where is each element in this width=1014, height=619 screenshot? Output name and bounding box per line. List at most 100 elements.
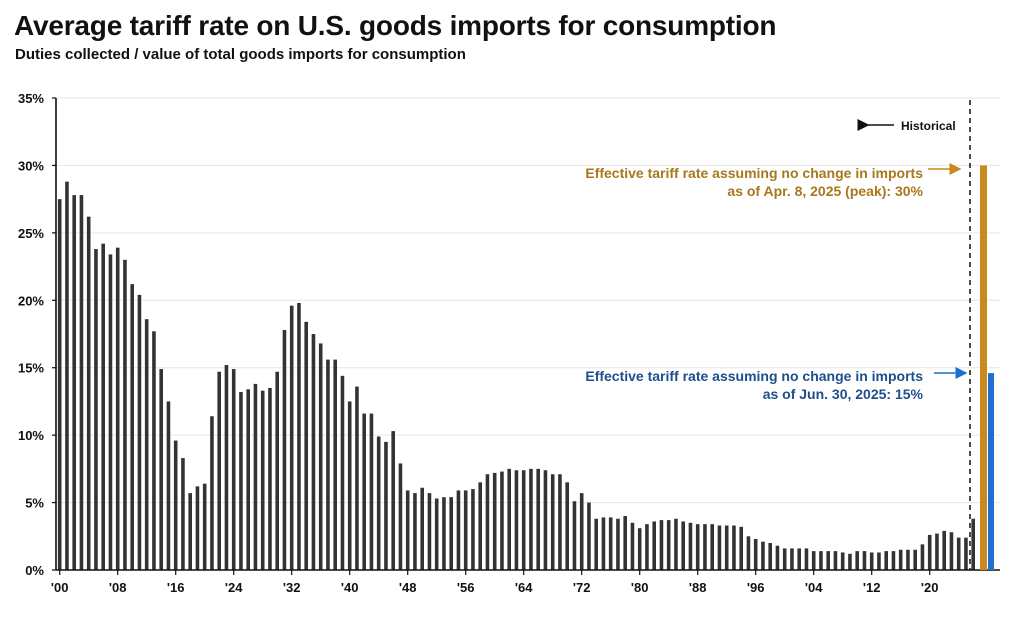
bar-1958 (478, 482, 482, 570)
bar-1973 (587, 502, 591, 570)
bar-1985 (674, 518, 678, 570)
bar-1901 (65, 181, 69, 571)
bar-2006 (826, 551, 830, 570)
x-tick-label: '96 (747, 580, 765, 595)
bar-1924 (231, 369, 236, 570)
bar-1968 (550, 474, 555, 570)
bar-1913 (152, 331, 156, 570)
bar-2005 (819, 551, 823, 570)
bar-1936 (318, 343, 323, 570)
bar-1904 (86, 216, 91, 571)
bar-1996 (753, 538, 758, 570)
bar-2011 (862, 551, 867, 570)
bar-1962 (507, 468, 511, 570)
peak-annotation-line2: as of Apr. 8, 2025 (peak): 30% (727, 183, 923, 199)
bar-1900 (57, 199, 62, 570)
bar-1963 (514, 470, 519, 570)
historical-bars (57, 181, 975, 571)
bar-1933 (297, 302, 301, 570)
bar-1957 (471, 489, 475, 570)
bar-1918 (188, 493, 192, 570)
bar-2018 (913, 549, 917, 570)
bar-2016 (898, 549, 903, 570)
chart-subtitle: Duties collected / value of total goods … (15, 46, 466, 63)
bar-2010 (855, 551, 859, 570)
bar-1934 (304, 321, 308, 570)
bar-1992 (724, 525, 729, 570)
current-annotation-line2: as of Jun. 30, 2025: 15% (763, 386, 924, 402)
bar-1952 (434, 498, 439, 570)
bar-2008 (840, 552, 845, 570)
bar-2004 (811, 551, 816, 570)
bar-1987 (688, 522, 693, 570)
y-tick-label: 25% (18, 226, 44, 241)
bar-2001 (790, 548, 794, 570)
bar-2015 (891, 551, 896, 570)
bar-2017 (906, 549, 910, 570)
x-tick-label: '04 (805, 580, 823, 595)
x-tick-label: '88 (689, 580, 707, 595)
bar-1982 (652, 521, 656, 570)
bar-1975 (601, 517, 606, 570)
bar-1928 (260, 390, 265, 570)
bar-1983 (659, 520, 664, 570)
bar-2003 (804, 548, 809, 570)
bar-1925 (239, 391, 243, 570)
current-annotation-line1: Effective tariff rate assuming no change… (585, 368, 923, 384)
bar-2026 (971, 518, 975, 570)
y-tick-label: 5% (25, 496, 44, 511)
bar-1994 (739, 526, 743, 570)
bar-1920 (202, 483, 207, 570)
bar-1944 (376, 436, 381, 570)
bar-1907 (108, 254, 113, 570)
bar-1948 (405, 490, 410, 570)
bar-1959 (485, 474, 490, 570)
bar-1917 (181, 458, 185, 570)
bar-2024 (956, 537, 961, 570)
bar-1937 (326, 359, 330, 570)
bar-1972 (579, 493, 584, 570)
bar-1976 (608, 517, 613, 570)
bar-1926 (246, 389, 250, 570)
bar-2007 (833, 551, 838, 570)
chart-title: Average tariff rate on U.S. goods import… (14, 10, 777, 41)
bar-1984 (666, 520, 671, 570)
bar-1979 (630, 522, 635, 570)
x-tick-label: '00 (51, 580, 69, 595)
bar-1930 (275, 371, 279, 570)
bar-2002 (797, 548, 801, 570)
bar-1935 (311, 334, 316, 570)
bar-1908 (115, 247, 120, 570)
bar-1980 (637, 528, 642, 570)
x-tick-label: '16 (167, 580, 185, 595)
bar-1902 (72, 195, 76, 570)
bar-2014 (884, 551, 888, 570)
x-tick-label: '24 (225, 580, 243, 595)
bar-2009 (848, 553, 852, 570)
bar-1991 (717, 525, 722, 570)
bar-1951 (427, 493, 432, 570)
bar-1993 (732, 525, 736, 570)
bar-1927 (253, 383, 258, 570)
bar-2012 (869, 552, 874, 570)
bar-1910 (130, 284, 134, 570)
bar-1915 (166, 401, 171, 570)
bar-1974 (594, 518, 598, 570)
bar-1971 (572, 501, 577, 570)
bar-1978 (623, 516, 627, 570)
x-tick-label: '64 (515, 580, 533, 595)
y-tick-label: 20% (18, 293, 44, 308)
y-tick-label: 10% (18, 428, 44, 443)
y-axis-ticks: 0% 5% 10% 15% 20% 25% 30% 35% (18, 91, 56, 578)
bar-2019 (920, 544, 925, 570)
bar-1931 (282, 329, 287, 570)
x-axis-ticks: '00 '08 '16 '24 '32 '40 '48 '56 '64 '72 '80 '88 '96 '… (51, 570, 939, 595)
bar-1981 (645, 524, 649, 570)
bar-1940 (347, 401, 352, 570)
x-tick-label: '20 (921, 580, 939, 595)
bar-1977 (616, 518, 620, 570)
bar-2020 (927, 534, 932, 570)
bar-1969 (558, 474, 562, 570)
bar-1997 (761, 541, 765, 570)
